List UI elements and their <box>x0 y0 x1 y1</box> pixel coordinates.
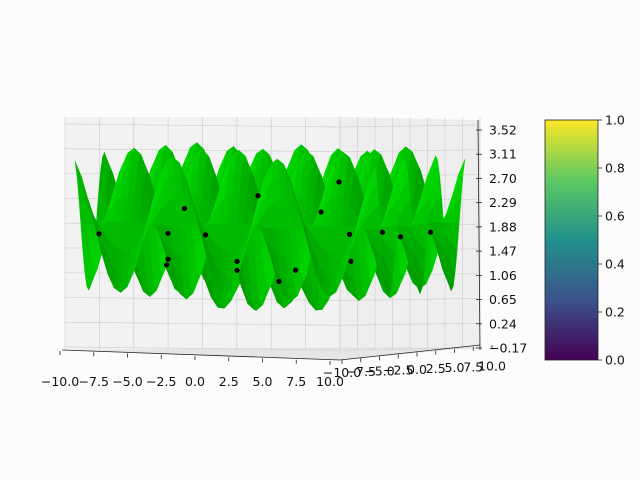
x-tick-label: 10.0 <box>316 374 344 389</box>
y-tick-label: 0.0 <box>407 362 427 377</box>
z-tick-label: 1.88 <box>489 219 517 234</box>
y-tick-label: 7.5 <box>463 359 483 374</box>
y-tick-label: −10.0 <box>323 365 361 380</box>
y-tick-label: −5.0 <box>364 363 394 378</box>
scatter-points <box>96 179 434 284</box>
x-tick-label: 5.0 <box>253 374 273 389</box>
colorbar-tick-label: 0.6 <box>605 209 625 224</box>
colorbar-tick-label: 0.0 <box>605 353 625 368</box>
scatter-point <box>318 209 324 215</box>
x-tick-label: 2.5 <box>219 374 239 389</box>
x-axis-ticks: −10.0 −7.5 −5.0 −2.5 0.0 2.5 5.0 7.5 10.0 <box>41 351 344 389</box>
z-tick-label: 1.06 <box>489 268 517 283</box>
floor-pane <box>65 347 480 360</box>
z-axis-line <box>477 119 481 351</box>
scatter-point <box>234 258 240 264</box>
colorbar-tick-label: 0.4 <box>605 257 625 272</box>
z-tick-label: 0.65 <box>489 292 517 307</box>
scatter-point <box>276 278 282 284</box>
z-axis-ticks: 3.52 3.11 2.70 2.29 1.88 1.47 1.06 0.65 0.24 −0.1… <box>476 123 527 356</box>
z-tick-label: 3.52 <box>489 123 517 138</box>
colorbar-tick-label: 1.0 <box>605 113 625 128</box>
scatter-point <box>165 230 171 236</box>
scatter-point <box>427 229 434 235</box>
scatter-point <box>292 267 299 273</box>
colorbar <box>544 119 599 361</box>
y-axis-ticks: −10.0−7.5−5.0−2.50.02.55.07.510.0 <box>323 345 506 380</box>
scatter-point <box>336 179 342 185</box>
colorbar-tick-label: 0.8 <box>605 161 625 176</box>
x-tick-label: −2.5 <box>146 374 176 389</box>
z-tick-label: 3.11 <box>489 147 517 162</box>
y-tick-label: −7.5 <box>346 364 376 379</box>
y-tick-label: 10.0 <box>478 359 506 374</box>
y-tick-label: 2.5 <box>426 361 446 376</box>
x-tick-label: −5.0 <box>112 374 142 389</box>
scatter-point <box>397 234 404 240</box>
scatter-point <box>348 258 354 264</box>
scatter-point <box>255 193 261 199</box>
x-axis-line <box>61 349 341 361</box>
surface-plot <box>74 141 466 311</box>
surface-patch <box>368 166 378 195</box>
x-tick-label: −10.0 <box>41 374 79 389</box>
y-axis-line <box>339 344 481 361</box>
z-tick-label: 2.29 <box>489 195 517 210</box>
scatter-point <box>234 267 240 273</box>
scatter-point <box>346 231 353 237</box>
z-tick-label: −0.17 <box>489 341 527 356</box>
z-tick-label: 0.24 <box>489 316 517 331</box>
z-tick-label: 2.70 <box>489 171 517 186</box>
scatter-point <box>379 229 386 235</box>
scatter-point <box>202 232 209 238</box>
colorbar-ticks: 0.0 0.2 0.4 0.6 0.8 1.0 <box>598 113 625 368</box>
scatter-point <box>165 256 171 262</box>
x-tick-label: 0.0 <box>185 374 205 389</box>
scatter-point <box>96 231 102 237</box>
colorbar-tick-label: 0.2 <box>605 305 625 320</box>
x-tick-label: −7.5 <box>79 374 109 389</box>
scatter-point <box>181 205 188 212</box>
z-tick-label: 1.47 <box>489 244 517 259</box>
y-tick-label: 5.0 <box>445 360 465 375</box>
x-tick-label: 7.5 <box>286 374 306 389</box>
scatter-point <box>163 262 170 268</box>
y-tick-label: −2.5 <box>383 363 413 378</box>
